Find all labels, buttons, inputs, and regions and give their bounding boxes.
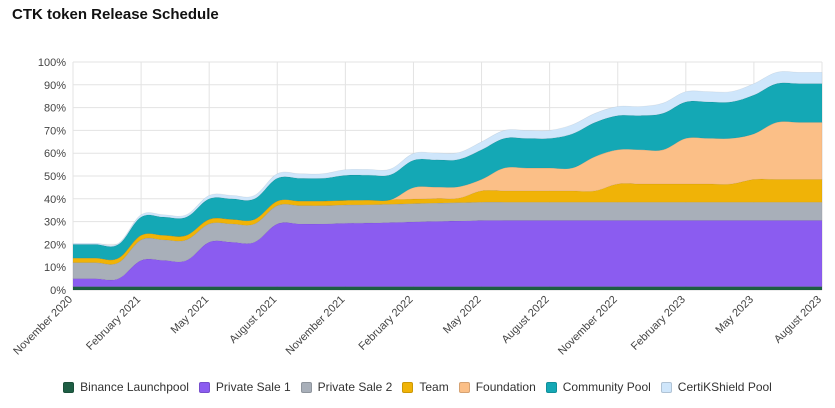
legend-item-foundation[interactable]: Foundation: [458, 380, 536, 394]
y-tick-label: 100%: [38, 57, 66, 69]
legend-label: Team: [419, 380, 449, 394]
y-tick-label: 90%: [44, 80, 66, 92]
x-tick-label: November 2022: [556, 294, 620, 358]
legend-item-community-pool[interactable]: Community Pool: [545, 380, 651, 394]
y-tick-label: 20%: [44, 239, 66, 251]
y-tick-label: 30%: [44, 217, 66, 229]
area-private-sale-2[interactable]: [72, 201, 823, 281]
legend-item-team[interactable]: Team: [402, 380, 449, 394]
x-axis-ticks: November 2020 February 2021 May 2021 August…: [11, 294, 824, 358]
x-tick-label: August 2023: [772, 294, 824, 346]
x-tick-label: February 2021: [84, 294, 143, 353]
legend-swatch: [545, 381, 557, 393]
stacked-areas: [72, 71, 823, 291]
x-tick-label: May 2022: [441, 294, 484, 337]
legend-swatch: [63, 381, 75, 393]
x-tick-label: February 2022: [356, 294, 415, 353]
legend: Binance Launchpool Private Sale 1 Private …: [0, 380, 835, 394]
x-tick-label: November 2020: [11, 294, 75, 358]
legend-label: Private Sale 1: [215, 380, 291, 394]
legend-swatch: [458, 381, 470, 393]
y-axis-ticks: 0% 10% 20% 30% 40% 50% 60% 70% 80% 90% 100%: [38, 57, 66, 297]
legend-swatch: [300, 381, 312, 393]
x-tick-label: May 2023: [713, 294, 756, 337]
chart-title: CTK token Release Schedule: [12, 6, 219, 23]
legend-label: Binance Launchpool: [80, 380, 189, 394]
x-tick-label: August 2021: [227, 294, 279, 346]
y-tick-label: 40%: [44, 194, 66, 206]
y-tick-label: 70%: [44, 125, 66, 137]
y-tick-label: 60%: [44, 148, 66, 160]
legend-label: Community Pool: [562, 380, 651, 394]
legend-swatch: [198, 381, 210, 393]
legend-item-binance-launchpool[interactable]: Binance Launchpool: [63, 380, 189, 394]
legend-swatch: [660, 381, 672, 393]
y-tick-label: 0%: [50, 285, 66, 297]
x-tick-label: May 2021: [169, 294, 212, 337]
legend-item-certikshield-pool[interactable]: CertiKShield Pool: [660, 380, 772, 394]
legend-swatch: [402, 381, 414, 393]
legend-label: Foundation: [475, 380, 536, 394]
area-private-sale-1[interactable]: [72, 220, 823, 287]
area-binance-launchpool[interactable]: [72, 286, 823, 291]
area-community-pool[interactable]: [72, 82, 823, 261]
area-foundation[interactable]: [73, 121, 823, 261]
x-tick-label: February 2023: [629, 294, 688, 353]
legend-item-private-sale-2[interactable]: Private Sale 2: [300, 380, 393, 394]
area-certikshield-pool[interactable]: [72, 71, 823, 247]
legend-item-private-sale-1[interactable]: Private Sale 1: [198, 380, 291, 394]
y-tick-label: 10%: [44, 262, 66, 274]
area-team[interactable]: [72, 178, 823, 265]
legend-label: CertiKShield Pool: [677, 380, 772, 394]
x-tick-label: August 2022: [500, 294, 552, 346]
x-tick-label: November 2021: [284, 294, 348, 358]
y-tick-label: 50%: [44, 171, 66, 183]
legend-label: Private Sale 2: [317, 380, 393, 394]
area-chart: 0% 10% 20% 30% 40% 50% 60% 70% 80% 90% 100% Novemb…: [11, 57, 824, 358]
y-tick-label: 80%: [44, 103, 66, 115]
